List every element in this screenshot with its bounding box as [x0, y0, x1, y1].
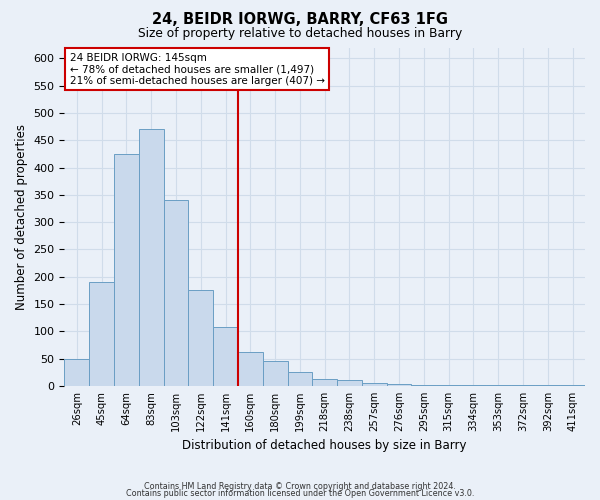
Bar	[238, 352, 263, 386]
Text: 24, BEIDR IORWG, BARRY, CF63 1FG: 24, BEIDR IORWG, BARRY, CF63 1FG	[152, 12, 448, 28]
Bar	[386, 384, 412, 386]
X-axis label: Distribution of detached houses by size in Barry: Distribution of detached houses by size …	[182, 440, 467, 452]
Bar	[139, 130, 164, 386]
Bar	[287, 372, 313, 386]
Bar	[412, 385, 436, 386]
Bar	[164, 200, 188, 386]
Bar	[213, 327, 238, 386]
Bar	[188, 290, 213, 386]
Bar	[64, 358, 89, 386]
Bar	[263, 362, 287, 386]
Bar	[362, 383, 386, 386]
Text: 24 BEIDR IORWG: 145sqm
← 78% of detached houses are smaller (1,497)
21% of semi-: 24 BEIDR IORWG: 145sqm ← 78% of detached…	[70, 52, 325, 86]
Bar	[114, 154, 139, 386]
Text: Contains public sector information licensed under the Open Government Licence v3: Contains public sector information licen…	[126, 490, 474, 498]
Bar	[313, 380, 337, 386]
Text: Size of property relative to detached houses in Barry: Size of property relative to detached ho…	[138, 28, 462, 40]
Text: Contains HM Land Registry data © Crown copyright and database right 2024.: Contains HM Land Registry data © Crown c…	[144, 482, 456, 491]
Bar	[436, 385, 461, 386]
Bar	[89, 282, 114, 386]
Y-axis label: Number of detached properties: Number of detached properties	[15, 124, 28, 310]
Bar	[337, 380, 362, 386]
